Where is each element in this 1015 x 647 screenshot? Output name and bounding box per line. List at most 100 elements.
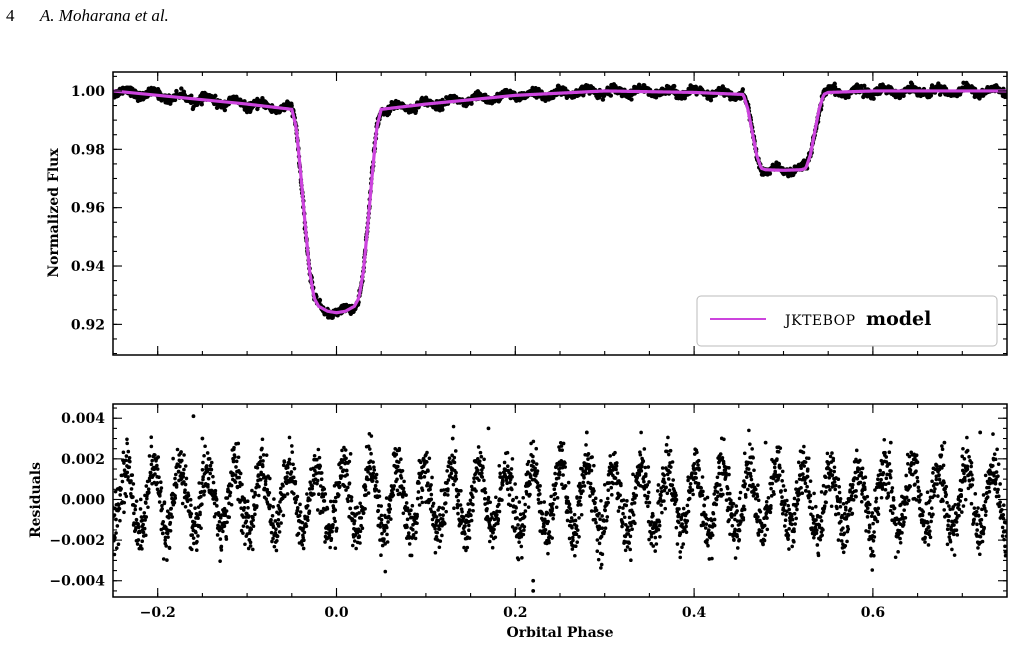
- residual-point: [516, 557, 521, 562]
- residual-point: [246, 506, 250, 510]
- residual-point: [734, 504, 739, 508]
- residual-point: [269, 518, 273, 522]
- residual-point: [505, 481, 509, 486]
- residual-point: [169, 506, 173, 511]
- residual-point: [301, 526, 306, 531]
- residual-point: [142, 526, 147, 531]
- residual-point: [628, 547, 632, 552]
- residual-point: [525, 492, 529, 496]
- residual-point: [739, 520, 743, 524]
- residual-point: [584, 443, 588, 447]
- residual-point: [733, 517, 737, 522]
- flux-point: [317, 297, 323, 303]
- residual-point: [329, 536, 334, 541]
- residual-point: [264, 497, 269, 501]
- residual-point: [563, 465, 567, 469]
- residual-point: [500, 498, 504, 502]
- residual-point: [486, 495, 491, 500]
- residual-point: [118, 493, 122, 497]
- residual-point: [141, 530, 146, 535]
- residual-point: [119, 486, 123, 491]
- residual-point: [521, 532, 526, 537]
- residual-point: [358, 529, 363, 534]
- residual-point: [471, 502, 475, 507]
- residual-point: [592, 489, 596, 493]
- residual-data-points: [113, 414, 1007, 593]
- residual-point: [630, 502, 634, 506]
- residual-point: [327, 533, 332, 538]
- residual-point: [212, 514, 217, 519]
- residual-point: [631, 472, 635, 477]
- residual-point: [598, 517, 602, 521]
- residual-point: [292, 466, 297, 471]
- residual-point: [592, 463, 596, 468]
- residual-point: [366, 491, 371, 495]
- residual-point: [644, 500, 649, 505]
- residual-point: [586, 452, 591, 456]
- residual-point: [122, 510, 126, 515]
- residual-point: [476, 468, 480, 473]
- residual-point: [342, 484, 347, 489]
- residual-point: [695, 450, 699, 455]
- residual-point: [402, 479, 406, 484]
- residual-point: [307, 509, 312, 513]
- residual-point: [451, 482, 456, 487]
- legend-box: [696, 295, 998, 347]
- residual-point: [620, 524, 624, 529]
- residual-point: [587, 463, 592, 468]
- residual-point: [411, 527, 415, 532]
- residual-point: [221, 529, 225, 534]
- residual-point: [715, 490, 720, 494]
- residual-point: [305, 492, 309, 496]
- residual-point: [155, 467, 160, 471]
- residual-point: [550, 506, 555, 511]
- residual-point: [605, 496, 610, 501]
- residual-point: [206, 485, 210, 489]
- residual-point: [727, 518, 731, 522]
- residual-point: [557, 470, 562, 475]
- residual-point: [129, 479, 133, 483]
- residual-point: [452, 460, 457, 465]
- residual-point: [245, 525, 250, 529]
- residual-point: [405, 517, 410, 522]
- residual-point: [238, 471, 243, 476]
- residual-point: [656, 483, 661, 487]
- residual-point: [453, 449, 458, 453]
- residual-point: [302, 538, 306, 543]
- residual-point: [690, 488, 695, 492]
- residual-point: [377, 494, 382, 499]
- flux-y-tick-label: 0.94: [71, 259, 105, 275]
- residual-point: [655, 489, 660, 493]
- residual-point: [603, 526, 608, 530]
- residual-point: [312, 492, 316, 496]
- residual-point: [305, 515, 310, 519]
- residual-point: [404, 501, 409, 505]
- residual-point: [677, 512, 681, 517]
- residual-point: [593, 500, 597, 505]
- residual-point: [149, 444, 154, 449]
- residual-point: [142, 511, 147, 515]
- residual-point: [631, 491, 636, 496]
- residual-point: [260, 446, 264, 451]
- residual-point: [543, 531, 547, 535]
- residual-point: [325, 507, 330, 511]
- residual-point: [379, 553, 383, 558]
- residual-point: [581, 480, 586, 485]
- residual-point: [161, 557, 166, 561]
- residual-point: [419, 475, 423, 480]
- residual-point: [134, 517, 139, 522]
- residual-point: [189, 512, 194, 516]
- residual-point: [718, 452, 723, 456]
- flux-point: [213, 93, 218, 99]
- residual-point: [333, 519, 337, 524]
- residual-point: [359, 516, 364, 520]
- residual-point: [594, 520, 598, 525]
- residual-point: [641, 459, 646, 464]
- residual-point: [633, 486, 638, 490]
- residual-point: [510, 525, 515, 529]
- residual-point: [319, 477, 324, 482]
- residual-point: [340, 448, 344, 453]
- residual-point: [395, 488, 400, 493]
- residual-point: [546, 551, 550, 556]
- residual-point: [458, 503, 463, 507]
